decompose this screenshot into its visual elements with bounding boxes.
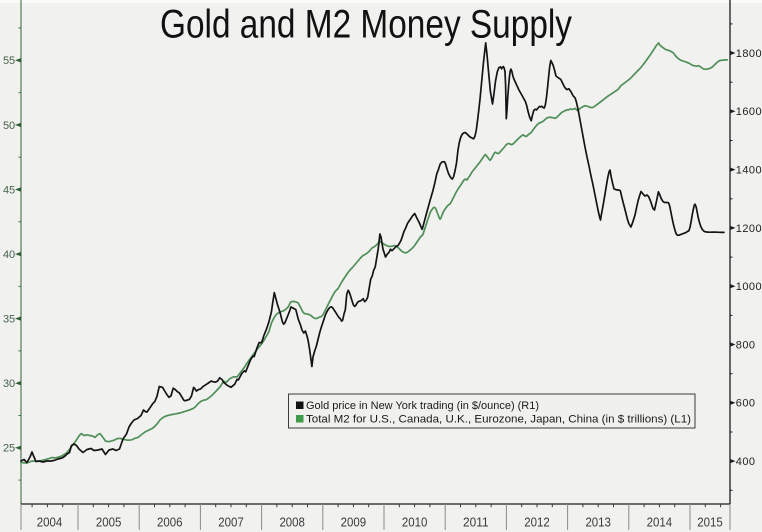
svg-text:50: 50 xyxy=(3,120,15,132)
svg-text:25: 25 xyxy=(3,443,15,455)
svg-text:1800: 1800 xyxy=(736,48,762,60)
svg-text:Gold and M2 Money Supply: Gold and M2 Money Supply xyxy=(160,3,572,47)
svg-text:2010: 2010 xyxy=(402,516,428,530)
svg-text:2007: 2007 xyxy=(218,516,244,530)
svg-text:2004: 2004 xyxy=(37,516,63,530)
svg-text:2013: 2013 xyxy=(585,516,611,530)
svg-text:35: 35 xyxy=(3,314,15,326)
svg-text:800: 800 xyxy=(736,339,756,351)
svg-text:2011: 2011 xyxy=(463,516,489,530)
svg-text:Total M2 for U.S., Canada, U.K: Total M2 for U.S., Canada, U.K., Eurozon… xyxy=(306,414,691,426)
svg-text:1400: 1400 xyxy=(736,165,762,177)
svg-text:45: 45 xyxy=(3,184,15,196)
svg-text:400: 400 xyxy=(736,456,756,468)
svg-text:2009: 2009 xyxy=(341,516,367,530)
svg-text:600: 600 xyxy=(736,398,756,410)
svg-text:55: 55 xyxy=(3,55,15,67)
svg-text:2005: 2005 xyxy=(96,516,122,530)
svg-text:1200: 1200 xyxy=(736,223,762,235)
svg-text:1600: 1600 xyxy=(736,106,762,118)
svg-text:2008: 2008 xyxy=(279,516,305,530)
svg-text:2014: 2014 xyxy=(647,516,673,530)
svg-text:30: 30 xyxy=(3,378,15,390)
svg-text:2015: 2015 xyxy=(697,516,723,530)
svg-text:2006: 2006 xyxy=(157,516,183,530)
svg-text:2012: 2012 xyxy=(524,516,550,530)
svg-text:1000: 1000 xyxy=(736,281,762,293)
svg-text:40: 40 xyxy=(3,249,15,261)
svg-text:Gold price in New York trading: Gold price in New York trading (in $/oun… xyxy=(306,400,539,412)
